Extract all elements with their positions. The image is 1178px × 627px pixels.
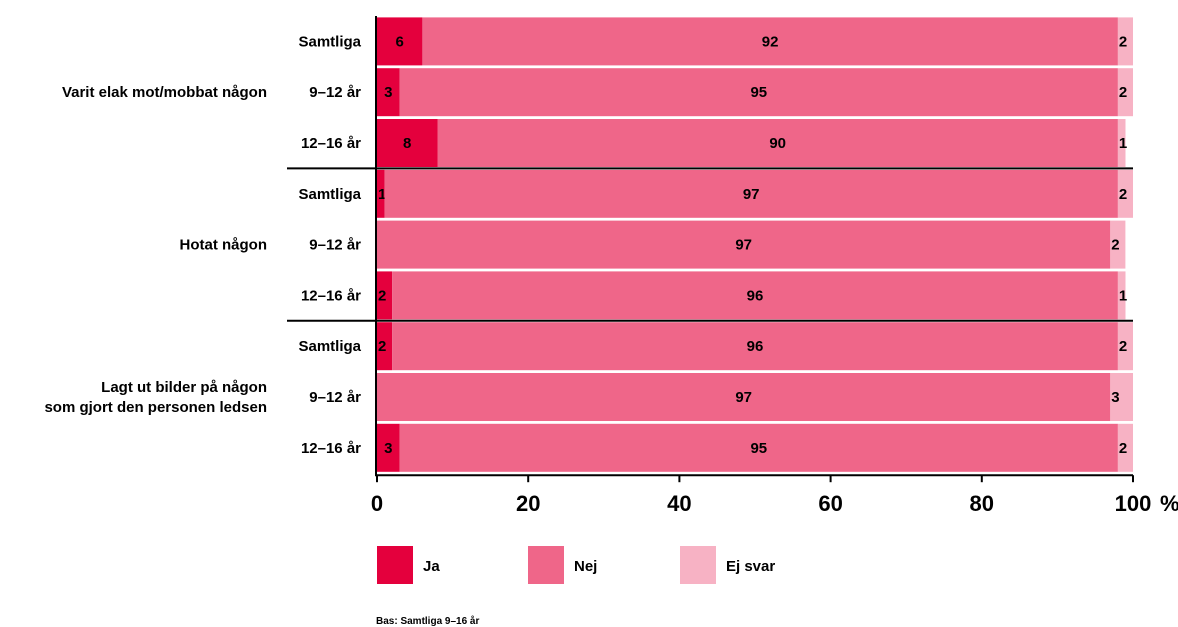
- data-label: 95: [750, 440, 767, 457]
- x-tick-label: 60: [818, 491, 842, 516]
- data-label: 90: [769, 135, 786, 152]
- bar-segment-ja: [377, 68, 400, 117]
- data-label: 6: [396, 33, 404, 50]
- data-label: 3: [384, 84, 392, 101]
- bar-segment-ja: [377, 271, 393, 320]
- row-label: 12–16 år: [301, 440, 361, 457]
- data-label: 2: [1119, 338, 1127, 355]
- data-label: 97: [735, 389, 752, 406]
- bar-segment-ej-svar: [1110, 220, 1126, 269]
- data-label: 97: [743, 186, 760, 203]
- data-label: 3: [1111, 389, 1119, 406]
- data-label: 96: [747, 338, 764, 355]
- data-label: 2: [378, 287, 386, 304]
- bar-segment-nej: [392, 271, 1118, 320]
- data-label: 2: [1119, 84, 1127, 101]
- row-label: 9–12 år: [309, 84, 361, 101]
- bar-segment-ja: [377, 17, 423, 66]
- legend-swatch-nej: [528, 546, 564, 584]
- bar-segment-ja: [377, 322, 393, 371]
- row-label: Samtliga: [298, 186, 361, 203]
- group-label: Lagt ut bilder på någon: [101, 379, 267, 396]
- row-label: 12–16 år: [301, 287, 361, 304]
- data-label: 1: [1119, 135, 1127, 152]
- bar-segment-ja: [377, 423, 400, 472]
- legend-label: Ej svar: [726, 558, 775, 575]
- legend-swatch-ej-svar: [680, 546, 716, 584]
- data-label: 95: [750, 84, 767, 101]
- base-note: Bas: Samtliga 9–16 år: [376, 616, 480, 627]
- bar-segment-ej-svar: [1117, 423, 1133, 472]
- bar-segment-nej: [399, 423, 1118, 472]
- bar-segment-nej: [384, 169, 1118, 218]
- bar-segment-ej-svar: [1117, 17, 1133, 66]
- x-axis-unit: %: [1160, 491, 1178, 516]
- group-label: Varit elak mot/mobbat någon: [62, 84, 267, 101]
- bar-segment-ej-svar: [1117, 271, 1126, 320]
- group-label: Hotat någon: [180, 237, 268, 254]
- bar-segment-nej: [392, 322, 1118, 371]
- row-label: 9–12 år: [309, 237, 361, 254]
- data-label: 1: [1119, 287, 1127, 304]
- x-tick-label: 0: [371, 491, 383, 516]
- legend-label: Nej: [574, 558, 597, 575]
- data-label: 3: [384, 440, 392, 457]
- data-label: 8: [403, 135, 411, 152]
- x-tick-label: 80: [970, 491, 994, 516]
- bar-segment-nej: [437, 119, 1118, 167]
- row-label: 12–16 år: [301, 135, 361, 152]
- bar-segment-ej-svar: [1110, 373, 1133, 421]
- bar-segment-ej-svar: [1117, 169, 1133, 218]
- bar-segment-ej-svar: [1117, 68, 1133, 117]
- data-label: 2: [1119, 440, 1127, 457]
- group-label: som gjort den personen ledsen: [44, 399, 267, 416]
- bar-segment-ja: [377, 119, 438, 167]
- data-label: 96: [747, 287, 764, 304]
- row-label: Samtliga: [298, 33, 361, 50]
- data-label: 2: [378, 338, 386, 355]
- data-label: 2: [1111, 237, 1119, 254]
- bar-segment-nej: [377, 373, 1111, 421]
- row-label: Samtliga: [298, 338, 361, 355]
- data-label: 92: [762, 33, 779, 50]
- bar-segment-ej-svar: [1117, 322, 1133, 371]
- data-label: 97: [735, 237, 752, 254]
- data-label: 1: [378, 186, 386, 203]
- bar-segment-nej: [399, 68, 1118, 117]
- x-tick-label: 100: [1115, 491, 1152, 516]
- bar-segment-ej-svar: [1117, 119, 1126, 167]
- bar-segment-nej: [422, 17, 1118, 66]
- x-tick-label: 20: [516, 491, 540, 516]
- legend-swatch-ja: [377, 546, 413, 584]
- data-label: 2: [1119, 33, 1127, 50]
- legend-label: Ja: [423, 558, 440, 575]
- bar-segment-nej: [377, 220, 1111, 269]
- data-label: 2: [1119, 186, 1127, 203]
- row-label: 9–12 år: [309, 389, 361, 406]
- x-tick-label: 40: [667, 491, 691, 516]
- bar-segment-ja: [377, 169, 385, 218]
